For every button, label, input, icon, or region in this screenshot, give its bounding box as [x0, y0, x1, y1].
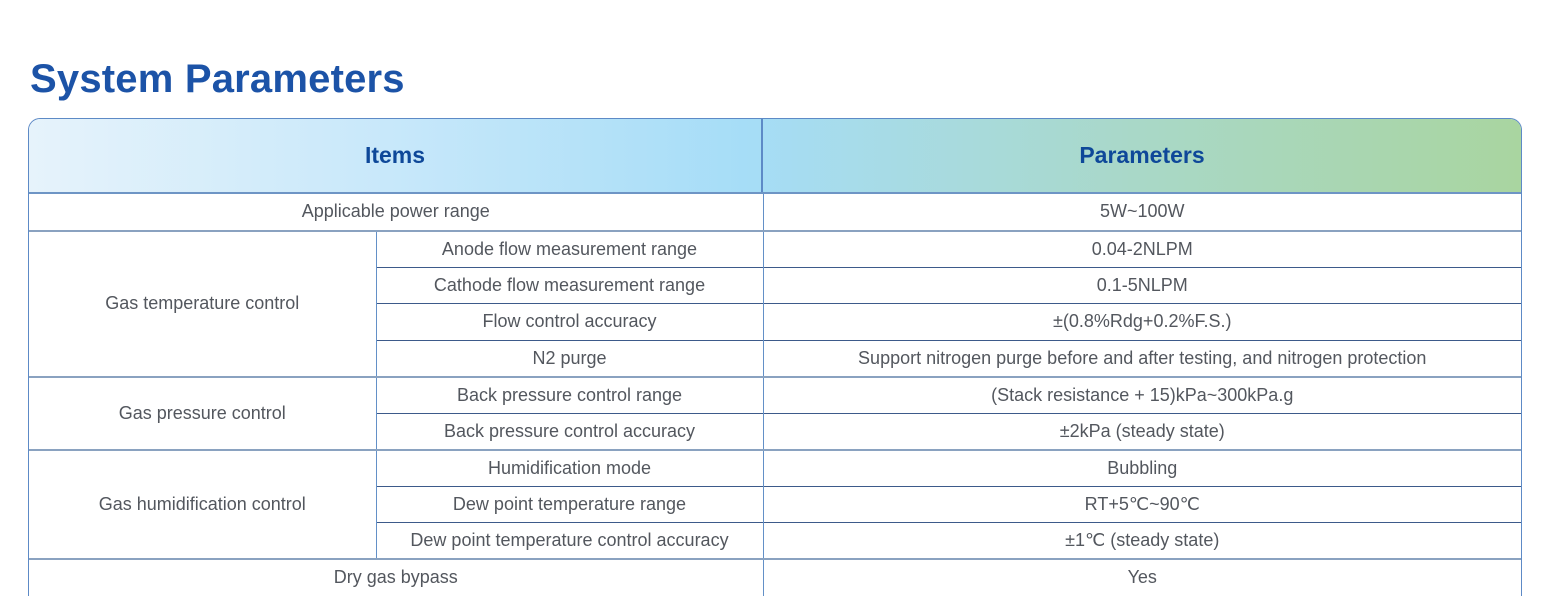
sub-item-cell: Back pressure control range	[375, 375, 763, 413]
table-header-parameters: Parameters	[763, 119, 1521, 192]
header-parameters-label: Parameters	[1079, 142, 1205, 168]
sub-item-cell: N2 purge	[375, 339, 763, 377]
table-header-row: Items Parameters	[29, 119, 1521, 194]
group-cell: Gas pressure control	[29, 375, 376, 450]
value-cell: 0.04-2NLPM	[762, 229, 1521, 267]
value-cell: (Stack resistance + 15)kPa~300kPa.g	[762, 375, 1521, 413]
sub-item-cell: Flow control accuracy	[375, 303, 763, 340]
sub-item-cell: Back pressure control accuracy	[375, 412, 763, 450]
table-header-items: Items	[29, 119, 763, 192]
spec-table: Items Parameters Applicable power range …	[28, 118, 1522, 596]
table-row: Applicable power range 5W~100W	[29, 194, 1521, 231]
table-row: Gas humidification control Humidificatio…	[29, 448, 1521, 559]
table-row: Flow control accuracy ±(0.8%Rdg+0.2%F.S.…	[29, 303, 1521, 340]
table-row: Dew point temperature range RT+5℃~90℃	[29, 485, 1521, 523]
sub-item-cell: Cathode flow measurement range	[375, 266, 763, 304]
group-cell: Gas humidification control	[29, 448, 376, 559]
value-cell: 5W~100W	[762, 194, 1521, 231]
value-cell: ±(0.8%Rdg+0.2%F.S.)	[762, 303, 1521, 340]
sub-item-cell: Anode flow measurement range	[375, 229, 763, 267]
value-cell: ±1℃ (steady state)	[762, 522, 1521, 559]
table-row: Gas pressure control Back pressure contr…	[29, 375, 1521, 450]
page-title: System Parameters	[30, 56, 405, 101]
table-row: Back pressure control accuracy ±2kPa (st…	[29, 412, 1521, 450]
item-cell: Dry gas bypass	[29, 558, 763, 596]
value-cell: ±2kPa (steady state)	[762, 412, 1521, 450]
value-cell: Bubbling	[762, 448, 1521, 486]
table-row: Dry gas bypass Yes	[29, 558, 1521, 596]
value-cell: Yes	[762, 558, 1521, 596]
table-row: N2 purge Support nitrogen purge before a…	[29, 339, 1521, 377]
table-row: Cathode flow measurement range 0.1-5NLPM	[29, 266, 1521, 304]
table-row: Gas temperature control Anode flow measu…	[29, 229, 1521, 377]
sub-item-cell: Dew point temperature range	[375, 485, 763, 523]
sub-item-cell: Dew point temperature control accuracy	[375, 522, 763, 559]
group-cell: Gas temperature control	[29, 229, 376, 377]
value-cell: RT+5℃~90℃	[762, 485, 1521, 523]
spec-table-body: Applicable power range 5W~100W Gas tempe…	[29, 194, 1521, 596]
item-cell: Applicable power range	[29, 194, 763, 231]
table-row: Dew point temperature control accuracy ±…	[29, 522, 1521, 559]
value-cell: 0.1-5NLPM	[762, 266, 1521, 304]
sub-item-cell: Humidification mode	[375, 448, 763, 486]
value-cell: Support nitrogen purge before and after …	[762, 339, 1521, 377]
header-items-label: Items	[364, 142, 426, 168]
